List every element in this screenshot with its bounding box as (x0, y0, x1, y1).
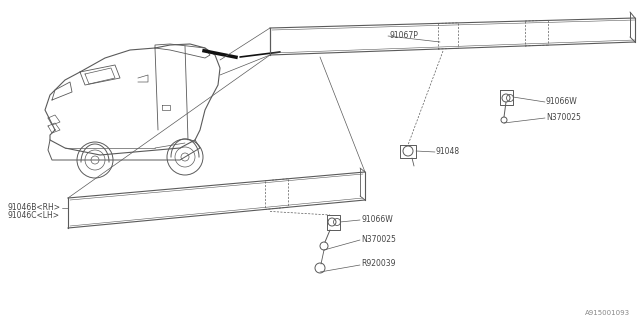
Text: 91066W: 91066W (546, 97, 578, 106)
Text: R920039: R920039 (361, 260, 396, 268)
Text: 91066W: 91066W (361, 214, 393, 223)
Text: 91067P: 91067P (390, 31, 419, 41)
Text: 91048: 91048 (436, 148, 460, 156)
Text: 91046C<LH>: 91046C<LH> (8, 212, 60, 220)
Text: N370025: N370025 (546, 113, 581, 122)
Text: 91046B<RH>: 91046B<RH> (7, 203, 60, 212)
Text: A915001093: A915001093 (585, 310, 630, 316)
Text: N370025: N370025 (361, 235, 396, 244)
